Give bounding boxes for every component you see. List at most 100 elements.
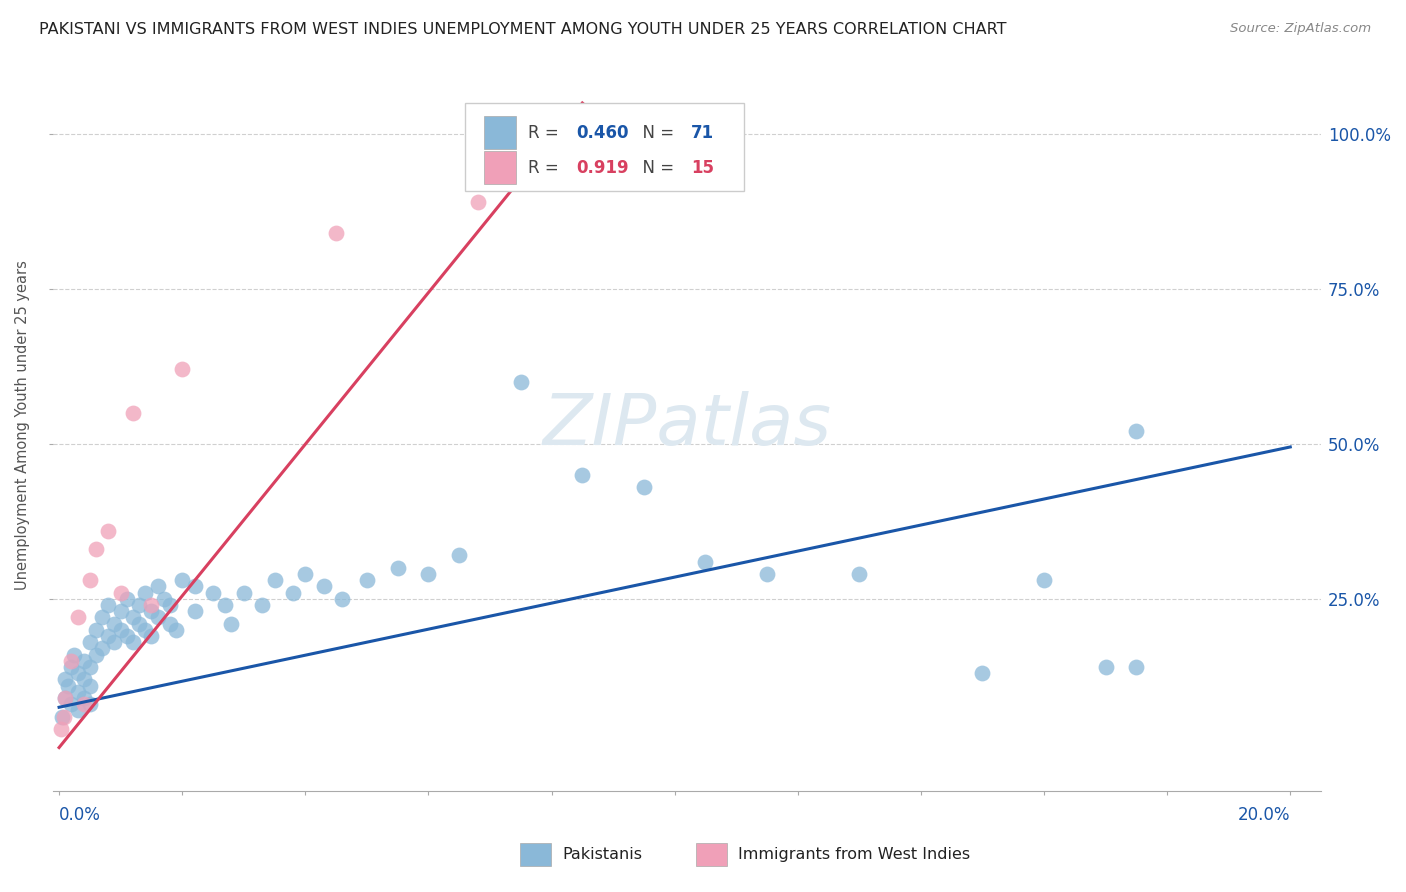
Point [79,573,101,587]
Point [183,579,205,593]
Point [128,616,150,631]
Point [159,616,181,631]
Point [467,195,489,210]
Text: Source: ZipAtlas.com: Source: ZipAtlas.com [1230,22,1371,36]
Point [63,648,86,662]
Point [330,591,353,606]
Point [633,480,655,494]
Point [51,709,73,723]
Point [221,616,243,631]
Point [91,610,114,624]
Point [66,685,89,699]
Point [141,598,163,612]
Point [84,648,107,662]
Point [281,585,304,599]
Point [152,591,174,606]
Text: 0.919: 0.919 [576,159,630,177]
Y-axis label: Unemployment Among Youth under 25 years: Unemployment Among Youth under 25 years [15,260,30,591]
Point [84,623,107,637]
Point [91,641,114,656]
Point [159,598,181,612]
Point [1033,573,1056,587]
Point [122,406,145,420]
Point [387,561,409,575]
Point [201,585,224,599]
Point [73,673,96,687]
Text: 0.0%: 0.0% [59,806,101,824]
Point [356,573,378,587]
Text: ZIPatlas: ZIPatlas [543,391,831,459]
Point [1094,660,1116,674]
Point [232,585,254,599]
Text: Pakistanis: Pakistanis [562,847,643,862]
Point [756,567,779,582]
Point [418,567,440,582]
Point [115,591,138,606]
Point [263,573,285,587]
Point [79,697,101,711]
Text: R =: R = [529,124,564,142]
Point [141,604,163,618]
Bar [520,844,551,865]
Point [294,567,316,582]
Point [110,585,132,599]
Point [58,679,80,693]
Point [79,660,101,674]
Point [1125,660,1147,674]
Text: N =: N = [633,159,681,177]
Point [66,703,89,717]
Point [509,375,531,389]
Text: 15: 15 [690,159,714,177]
Point [49,722,72,736]
Point [172,573,194,587]
Point [110,604,132,618]
Point [165,623,187,637]
Text: PAKISTANI VS IMMIGRANTS FROM WEST INDIES UNEMPLOYMENT AMONG YOUTH UNDER 25 YEARS: PAKISTANI VS IMMIGRANTS FROM WEST INDIES… [39,22,1007,37]
Text: Immigrants from West Indies: Immigrants from West Indies [738,847,970,862]
Point [103,616,125,631]
Point [449,549,471,563]
Point [53,709,76,723]
Point [146,610,169,624]
Point [53,690,76,705]
Point [183,604,205,618]
Point [128,598,150,612]
Point [134,585,156,599]
Point [66,610,89,624]
Text: 20.0%: 20.0% [1237,806,1291,824]
Point [214,598,236,612]
Point [97,629,120,643]
Point [103,635,125,649]
Point [66,666,89,681]
Point [325,226,347,240]
Text: N =: N = [633,124,681,142]
Point [571,467,593,482]
Point [73,654,96,668]
Point [97,524,120,538]
Point [60,660,83,674]
Point [695,555,717,569]
Bar [484,152,516,185]
Point [972,666,994,681]
Point [134,623,156,637]
Text: 0.460: 0.460 [576,124,628,142]
Point [312,579,335,593]
Point [115,629,138,643]
Point [252,598,274,612]
Point [60,697,83,711]
Bar [484,116,516,149]
Point [122,635,145,649]
Bar [465,103,744,191]
Point [84,542,107,557]
Point [60,654,83,668]
Point [172,362,194,376]
Point [122,610,145,624]
Text: R =: R = [529,159,564,177]
Point [73,697,96,711]
Bar [696,844,727,865]
Point [79,679,101,693]
Point [848,567,870,582]
Point [146,579,169,593]
Point [141,629,163,643]
Point [73,690,96,705]
